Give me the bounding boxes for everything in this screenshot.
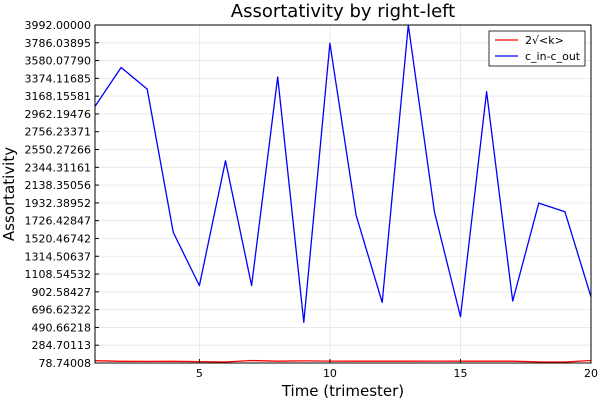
y-tick-label: 2962.19476 xyxy=(25,108,91,121)
y-tick-label: 2344.31161 xyxy=(25,161,91,174)
legend-box xyxy=(488,30,586,67)
legend-label-series-1: 2√<k> xyxy=(525,34,564,47)
plot-frame xyxy=(94,24,592,364)
y-tick-label: 3374.11685 xyxy=(25,72,91,85)
y-tick-label: 696.62322 xyxy=(32,304,92,317)
y-tick-label: 2756.23371 xyxy=(25,126,91,139)
legend-label-series-2: c_in-c_out xyxy=(525,50,581,63)
y-tick-label: 3786.03895 xyxy=(25,37,91,50)
y-tick-label: 2550.27266 xyxy=(25,144,91,157)
y-tick-label: 490.66218 xyxy=(32,321,92,334)
x-tick-label: 15 xyxy=(453,367,467,380)
y-tick-label: 1932.38952 xyxy=(25,197,91,210)
y-axis-ticks: 78.74008 284.70113 490.66218 696.62322 902.5… xyxy=(25,19,99,370)
y-tick-label: 3168.15581 xyxy=(25,90,91,103)
x-tick-label: 5 xyxy=(196,367,203,380)
y-tick-label: 284.70113 xyxy=(32,339,92,352)
y-tick-label: 1108.54532 xyxy=(25,268,91,281)
y-tick-label: 78.74008 xyxy=(39,357,92,370)
y-tick-label: 1314.50637 xyxy=(25,250,91,263)
legend: 2√<k> c_in-c_out xyxy=(488,30,586,67)
series-layer xyxy=(94,24,592,363)
series-line-2 xyxy=(94,24,592,323)
y-tick-label: 3580.07790 xyxy=(25,55,91,68)
y-axis-label: Assortativity xyxy=(0,147,18,241)
y-tick-label: 3992.00000 xyxy=(25,19,91,32)
x-tick-label: 10 xyxy=(323,367,337,380)
y-tick-label: 902.58427 xyxy=(32,286,92,299)
y-tick-label: 1726.42847 xyxy=(25,215,91,228)
chart-title: Assortativity by right-left xyxy=(231,1,455,22)
x-tick-label: 20 xyxy=(584,367,598,380)
y-tick-label: 1520.46742 xyxy=(25,232,91,245)
y-tick-label: 2138.35056 xyxy=(25,179,91,192)
series-line-1 xyxy=(94,359,592,363)
x-axis-label: Time (trimester) xyxy=(281,382,404,400)
grid xyxy=(95,24,592,364)
x-axis-ticks: 5 10 15 20 xyxy=(196,359,598,380)
